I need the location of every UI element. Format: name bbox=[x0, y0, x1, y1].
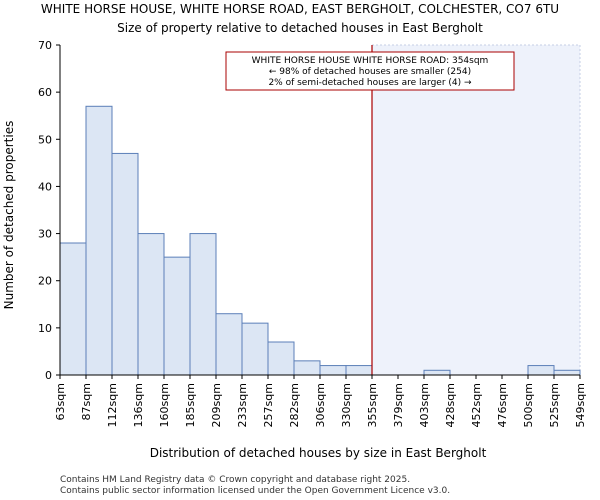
histogram-bar bbox=[137, 233, 165, 376]
chart-title: WHITE HORSE HOUSE, WHITE HORSE ROAD, EAS… bbox=[41, 2, 559, 16]
annotation-line-2: ← 98% of detached houses are smaller (25… bbox=[269, 67, 471, 77]
x-tick-label: 185sqm bbox=[184, 383, 197, 427]
footer-line-1: Contains HM Land Registry data © Crown c… bbox=[60, 475, 410, 485]
x-tick-label: 136sqm bbox=[132, 383, 145, 427]
x-axis-ticks: 63sqm 87sqm 112sqm 136sqm 160sqm 185sqm 209sqm… bbox=[54, 375, 587, 427]
y-tick-label: 70 bbox=[38, 39, 52, 52]
histogram-bar bbox=[163, 256, 191, 376]
x-tick-label: 500sqm bbox=[522, 383, 535, 427]
y-tick-label: 30 bbox=[38, 228, 52, 241]
y-tick-label: 60 bbox=[38, 86, 52, 99]
x-tick-label: 452sqm bbox=[470, 383, 483, 427]
x-tick-label: 112sqm bbox=[106, 383, 119, 427]
x-axis-label: Distribution of detached houses by size … bbox=[150, 446, 487, 460]
histogram-bar bbox=[423, 369, 451, 376]
y-tick-label: 0 bbox=[45, 369, 52, 382]
x-tick-label: 525sqm bbox=[548, 383, 561, 427]
x-tick-label: 403sqm bbox=[418, 383, 431, 427]
histogram-bar bbox=[553, 369, 581, 376]
histogram-bar bbox=[241, 322, 269, 376]
highlight-region bbox=[371, 44, 581, 376]
y-axis-ticks: 0 10 20 30 40 50 60 70 bbox=[38, 39, 60, 382]
y-tick-label: 40 bbox=[38, 180, 52, 193]
x-tick-label: 428sqm bbox=[444, 383, 457, 427]
x-tick-label: 160sqm bbox=[158, 383, 171, 427]
x-tick-label: 306sqm bbox=[314, 383, 327, 427]
histogram-bar bbox=[293, 360, 321, 376]
y-tick-label: 20 bbox=[38, 275, 52, 288]
histogram-bar bbox=[111, 152, 139, 376]
x-tick-label: 549sqm bbox=[574, 383, 587, 427]
x-tick-label: 282sqm bbox=[288, 383, 301, 427]
histogram-bar bbox=[527, 365, 555, 376]
histogram-bar bbox=[59, 242, 87, 376]
annotation-box: WHITE HORSE HOUSE WHITE HORSE ROAD: 354s… bbox=[225, 51, 515, 91]
bars-group bbox=[59, 45, 581, 376]
x-tick-label: 233sqm bbox=[236, 383, 249, 427]
footer-line-2: Contains public sector information licen… bbox=[60, 486, 450, 496]
y-tick-label: 50 bbox=[38, 133, 52, 146]
histogram-bar bbox=[189, 233, 217, 376]
histogram-bar bbox=[85, 105, 113, 376]
x-tick-label: 379sqm bbox=[392, 383, 405, 427]
annotation-line-1: WHITE HORSE HOUSE WHITE HORSE ROAD: 354s… bbox=[252, 56, 489, 66]
x-tick-label: 63sqm bbox=[54, 383, 67, 420]
histogram-bar bbox=[319, 365, 347, 376]
annotation-line-3: 2% of semi-detached houses are larger (4… bbox=[268, 78, 472, 88]
x-tick-label: 476sqm bbox=[496, 383, 509, 427]
x-tick-label: 209sqm bbox=[210, 383, 223, 427]
x-tick-label: 330sqm bbox=[340, 383, 353, 427]
y-tick-label: 10 bbox=[38, 322, 52, 335]
x-tick-label: 87sqm bbox=[80, 383, 93, 420]
chart-subtitle: Size of property relative to detached ho… bbox=[117, 21, 483, 35]
y-axis-label: Number of detached properties bbox=[2, 121, 16, 310]
x-tick-label: 355sqm bbox=[366, 383, 379, 427]
histogram-bar bbox=[215, 313, 243, 376]
histogram-bar bbox=[345, 365, 373, 376]
histogram-bar bbox=[267, 341, 295, 376]
x-tick-label: 257sqm bbox=[262, 383, 275, 427]
